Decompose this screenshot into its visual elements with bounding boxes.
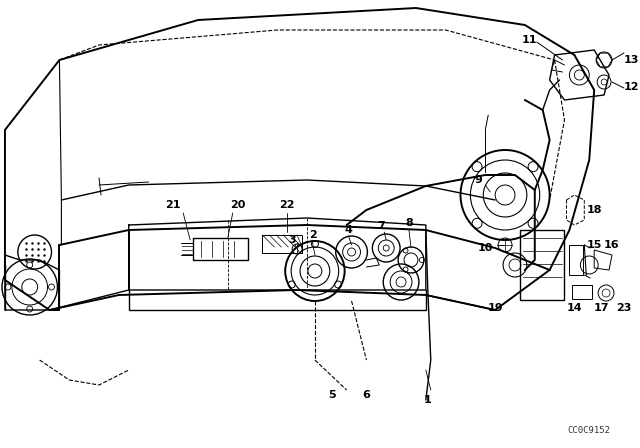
Text: 8: 8 — [405, 218, 413, 228]
Text: 15: 15 — [586, 240, 602, 250]
Text: 9: 9 — [474, 175, 483, 185]
Text: 18: 18 — [586, 205, 602, 215]
Text: 12: 12 — [624, 82, 639, 92]
Text: 10: 10 — [477, 243, 493, 253]
Text: 2: 2 — [309, 230, 317, 240]
Text: 20: 20 — [230, 200, 245, 210]
Bar — [572, 285, 592, 299]
Text: 14: 14 — [566, 303, 582, 313]
Text: 1: 1 — [424, 395, 432, 405]
Text: 5: 5 — [328, 390, 335, 400]
Bar — [193, 238, 248, 260]
Text: 7: 7 — [378, 221, 385, 231]
Text: 22: 22 — [280, 200, 295, 210]
Text: 19: 19 — [487, 303, 503, 313]
Text: 17: 17 — [593, 303, 609, 313]
Bar — [262, 235, 302, 253]
Bar — [520, 230, 564, 300]
Text: 13: 13 — [624, 55, 639, 65]
Bar — [570, 245, 583, 275]
Text: CC0C9152: CC0C9152 — [568, 426, 611, 435]
Text: 23: 23 — [616, 303, 632, 313]
Text: 16: 16 — [604, 240, 619, 250]
Text: 21: 21 — [166, 200, 181, 210]
Text: 3: 3 — [289, 235, 296, 245]
Text: 4: 4 — [345, 225, 353, 235]
Text: 11: 11 — [522, 35, 538, 45]
Text: 6: 6 — [362, 390, 371, 400]
